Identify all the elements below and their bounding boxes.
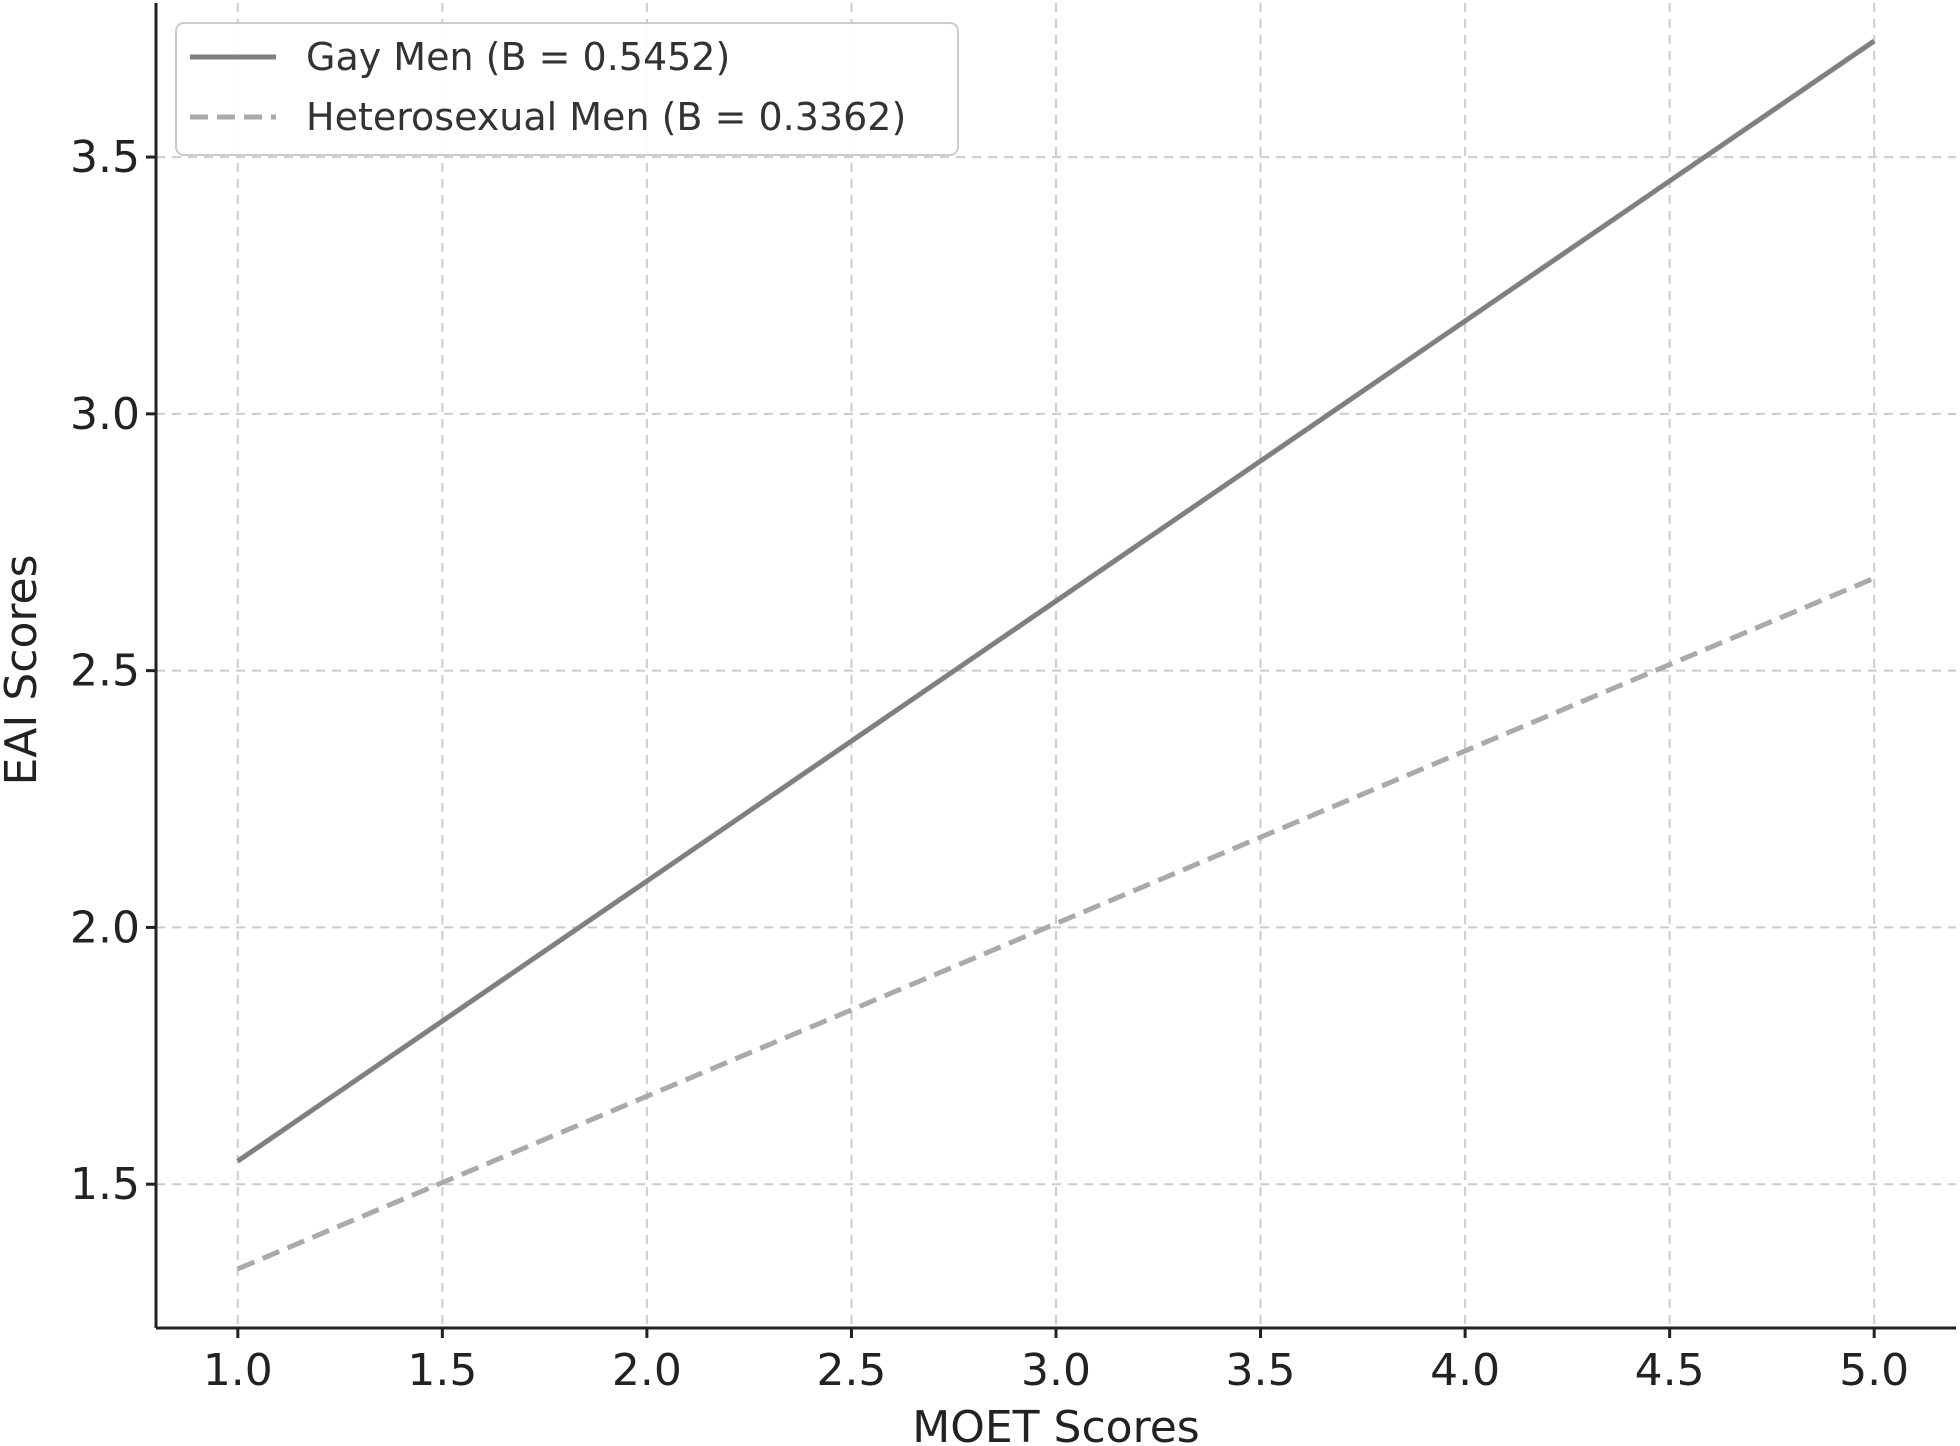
x-tick-label: 4.5 bbox=[1635, 1345, 1705, 1396]
x-axis-title: MOET Scores bbox=[912, 1402, 1199, 1446]
x-tick-label: 1.5 bbox=[407, 1345, 477, 1396]
y-tick-label: 2.0 bbox=[70, 902, 140, 953]
series-group bbox=[236, 38, 1876, 1272]
series-line-0 bbox=[236, 38, 1876, 1164]
legend: Gay Men (B = 0.5452) Heterosexual Men (B … bbox=[175, 22, 959, 156]
x-tick-label: 2.0 bbox=[612, 1345, 682, 1396]
x-tick-label: 3.5 bbox=[1226, 1345, 1296, 1396]
grid bbox=[156, 3, 1956, 1328]
legend-label-1: Heterosexual Men (B = 0.3362) bbox=[306, 95, 906, 139]
legend-label-0: Gay Men (B = 0.5452) bbox=[306, 35, 730, 79]
x-ticks: 1.0 1.5 2.0 2.5 3.0 3.5 4.0 4.5 5.0 bbox=[203, 1328, 1909, 1396]
y-tick-label: 3.0 bbox=[70, 389, 140, 440]
y-tick-label: 3.5 bbox=[70, 132, 140, 183]
y-axis-title: EAI Scores bbox=[0, 554, 47, 785]
legend-box bbox=[175, 22, 959, 156]
y-tick-label: 2.5 bbox=[70, 646, 140, 697]
y-ticks: 1.5 2.0 2.5 3.0 3.5 bbox=[70, 132, 156, 1210]
x-tick-label: 3.0 bbox=[1021, 1345, 1091, 1396]
x-tick-label: 2.5 bbox=[816, 1345, 886, 1396]
x-tick-label: 5.0 bbox=[1839, 1345, 1909, 1396]
x-tick-label: 1.0 bbox=[203, 1345, 273, 1396]
x-tick-label: 4.0 bbox=[1430, 1345, 1500, 1396]
y-tick-label: 1.5 bbox=[70, 1159, 140, 1210]
